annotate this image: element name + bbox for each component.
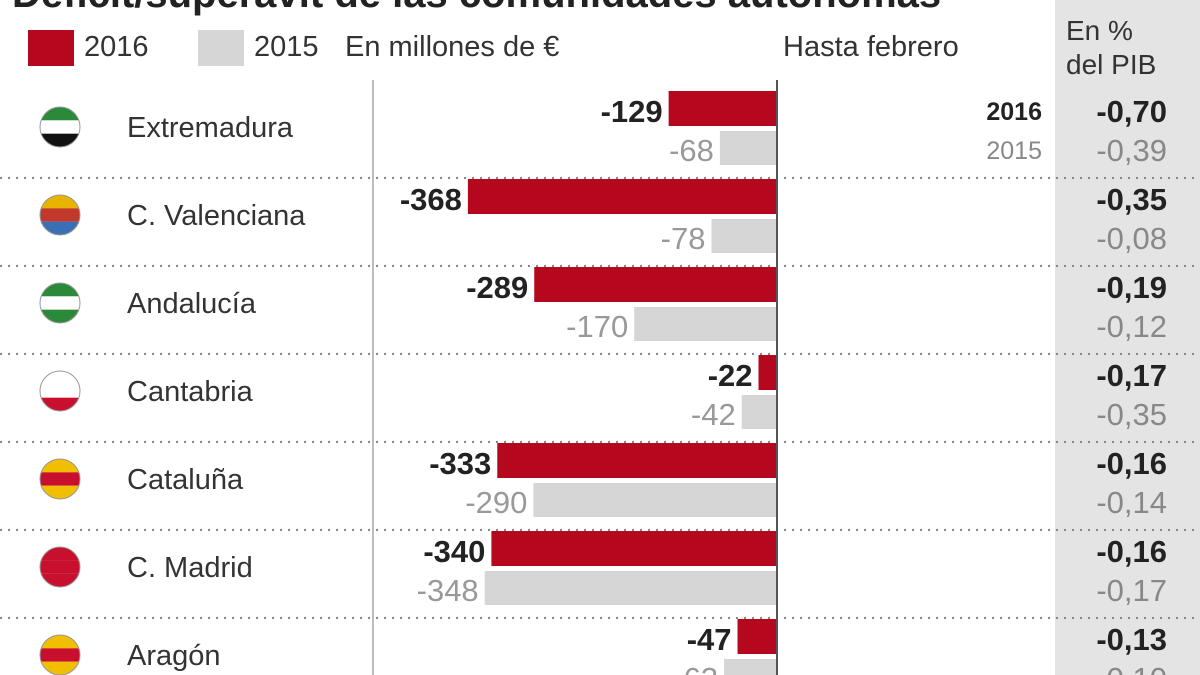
flag-icon xyxy=(40,648,80,662)
bar-2015 xyxy=(533,483,777,517)
bar-2016 xyxy=(737,619,777,654)
data-label-2015: -170 xyxy=(566,309,628,344)
pib-2015: -0,14 xyxy=(1096,485,1167,520)
flag-icon xyxy=(40,283,80,297)
legend-swatch-2016 xyxy=(28,30,74,66)
data-label-2016: -289 xyxy=(466,270,528,305)
year-label-2015: 2015 xyxy=(986,137,1042,165)
pib-2016: -0,16 xyxy=(1096,534,1167,569)
data-label-2016: -22 xyxy=(708,358,753,393)
bar-2015 xyxy=(711,219,777,253)
pib-header-2: del PIB xyxy=(1066,49,1157,80)
flag-icon xyxy=(40,296,80,310)
flag-icon xyxy=(40,120,80,134)
flag-outline xyxy=(39,194,81,236)
flag-icon xyxy=(40,635,80,649)
data-label-2015: -42 xyxy=(691,397,736,432)
data-label-2016: -368 xyxy=(400,182,462,217)
pib-2016: -0,16 xyxy=(1096,446,1167,481)
period-label: Hasta febrero xyxy=(783,31,959,63)
region-label: C. Madrid xyxy=(127,552,253,584)
flag-outline xyxy=(39,282,81,324)
pib-2015: -0,35 xyxy=(1096,397,1167,432)
data-label-2016: -47 xyxy=(687,622,732,657)
data-label-2015: -290 xyxy=(465,485,527,520)
legend-label-2016: 2016 xyxy=(84,31,149,63)
region-label: Cataluña xyxy=(127,464,244,496)
region-label: Extremadura xyxy=(127,112,294,144)
flag-icon xyxy=(40,485,80,499)
chart-title: Déficit/superávit de las comunidades aut… xyxy=(12,0,941,14)
pib-2016: -0,70 xyxy=(1096,94,1167,129)
flag-icon xyxy=(40,547,80,561)
flag-outline xyxy=(39,106,81,148)
pib-2015: -0,39 xyxy=(1096,133,1167,168)
pib-2016: -0,17 xyxy=(1096,358,1167,393)
pib-2015: -0,08 xyxy=(1096,221,1167,256)
region-label: Aragón xyxy=(127,640,221,672)
flag-icon xyxy=(40,371,80,385)
pib-2016: -0,35 xyxy=(1096,182,1167,217)
data-label-2016: -129 xyxy=(601,94,663,129)
bar-2016 xyxy=(497,443,777,478)
legend-swatch-2015 xyxy=(198,30,244,66)
pib-2015: -0,12 xyxy=(1096,309,1167,344)
region-label: Andalucía xyxy=(127,288,257,320)
pib-header-1: En % xyxy=(1066,15,1133,46)
legend-label-2015: 2015 xyxy=(254,31,319,63)
flag-icon xyxy=(40,397,80,411)
data-label-2015: -63 xyxy=(673,661,718,675)
bar-2016 xyxy=(758,355,777,390)
flag-icon xyxy=(40,472,80,486)
flag-icon xyxy=(40,208,80,222)
bar-2015 xyxy=(634,307,777,341)
pib-column-background xyxy=(1055,0,1200,675)
pib-2016: -0,13 xyxy=(1096,622,1167,657)
bar-2016 xyxy=(467,179,777,214)
flag-icon xyxy=(40,459,80,473)
data-label-2015: -78 xyxy=(661,221,706,256)
flag-outline xyxy=(39,546,81,588)
data-label-2016: -333 xyxy=(429,446,491,481)
pib-2015: -0,10 xyxy=(1096,661,1167,675)
region-label: C. Valenciana xyxy=(127,200,306,232)
year-label-2016: 2016 xyxy=(986,98,1042,126)
flag-outline xyxy=(39,634,81,675)
bar-2015 xyxy=(484,571,777,605)
data-label-2015: -348 xyxy=(417,573,479,608)
flag-icon xyxy=(40,560,80,574)
flag-icon xyxy=(40,384,80,398)
region-label: Cantabria xyxy=(127,376,254,408)
flag-icon xyxy=(40,133,80,147)
bar-2015 xyxy=(741,395,777,429)
unit-label: En millones de € xyxy=(345,31,560,63)
pib-2016: -0,19 xyxy=(1096,270,1167,305)
flag-icon xyxy=(40,309,80,323)
flag-outline xyxy=(39,458,81,500)
flag-icon xyxy=(40,221,80,235)
data-label-2015: -68 xyxy=(669,133,714,168)
flag-outline xyxy=(39,370,81,412)
bar-2016 xyxy=(491,531,777,566)
bar-2016 xyxy=(668,91,777,126)
flag-icon xyxy=(40,195,80,209)
bar-2015 xyxy=(719,131,777,165)
bar-2016 xyxy=(534,267,777,302)
flag-icon xyxy=(40,107,80,121)
bar-2015 xyxy=(724,659,777,675)
data-label-2016: -340 xyxy=(423,534,485,569)
pib-2015: -0,17 xyxy=(1096,573,1167,608)
flag-icon xyxy=(40,661,80,675)
flag-icon xyxy=(40,573,80,587)
